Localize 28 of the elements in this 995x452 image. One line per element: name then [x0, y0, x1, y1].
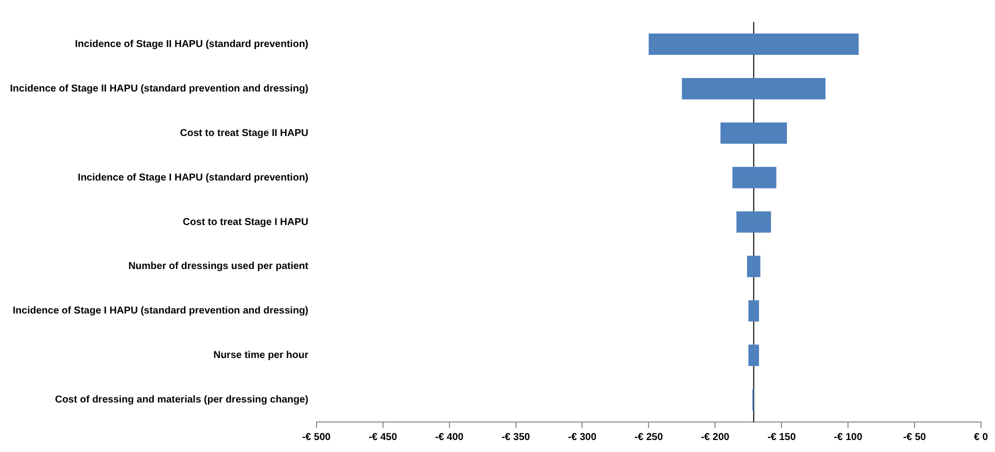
x-tick-label: € 0: [974, 432, 988, 443]
bar: [648, 34, 859, 55]
bar: [720, 122, 787, 144]
x-tick-label: -€ 450: [368, 432, 398, 443]
x-tick-label: -€ 500: [302, 432, 331, 443]
y-tick-label: Incidence of Stage I HAPU (standard prevention): [78, 172, 308, 184]
y-tick-label: Cost to treat Stage I HAPU: [182, 216, 308, 228]
bar: [682, 78, 826, 100]
y-tick-label: Incidence of Stage II HAPU (standard prevention and dressing): [10, 83, 308, 94]
x-tick-label: -€ 350: [502, 432, 530, 443]
y-tick-label: Number of dressings used per patient: [128, 261, 310, 272]
y-tick-label: Incidence of Stage II HAPU (standard prevention): [75, 38, 308, 50]
x-tick-label: -€ 50: [903, 432, 926, 443]
x-tick-label: -€ 200: [700, 432, 730, 443]
y-tick-label: Cost of dressing and materials (per dressing change): [54, 394, 308, 406]
y-tick-label: Cost to treat Stage II HAPU: [180, 128, 308, 139]
x-tick-label: -€ 300: [568, 432, 597, 443]
bar: [732, 166, 776, 188]
bar: [748, 344, 760, 366]
x-tick-label: -€ 250: [634, 432, 664, 443]
bar: [748, 300, 760, 322]
bar: [736, 211, 771, 233]
y-tick-label: Incidence of Stage I HAPU (standard prevention and dressing): [12, 306, 308, 317]
x-tick-label: -€ 400: [435, 432, 464, 443]
x-tick-label: -€ 150: [767, 432, 796, 443]
x-tick-label: -€ 100: [834, 432, 863, 443]
bar: [747, 256, 760, 278]
y-tick-label: Nurse time per hour: [213, 350, 308, 362]
